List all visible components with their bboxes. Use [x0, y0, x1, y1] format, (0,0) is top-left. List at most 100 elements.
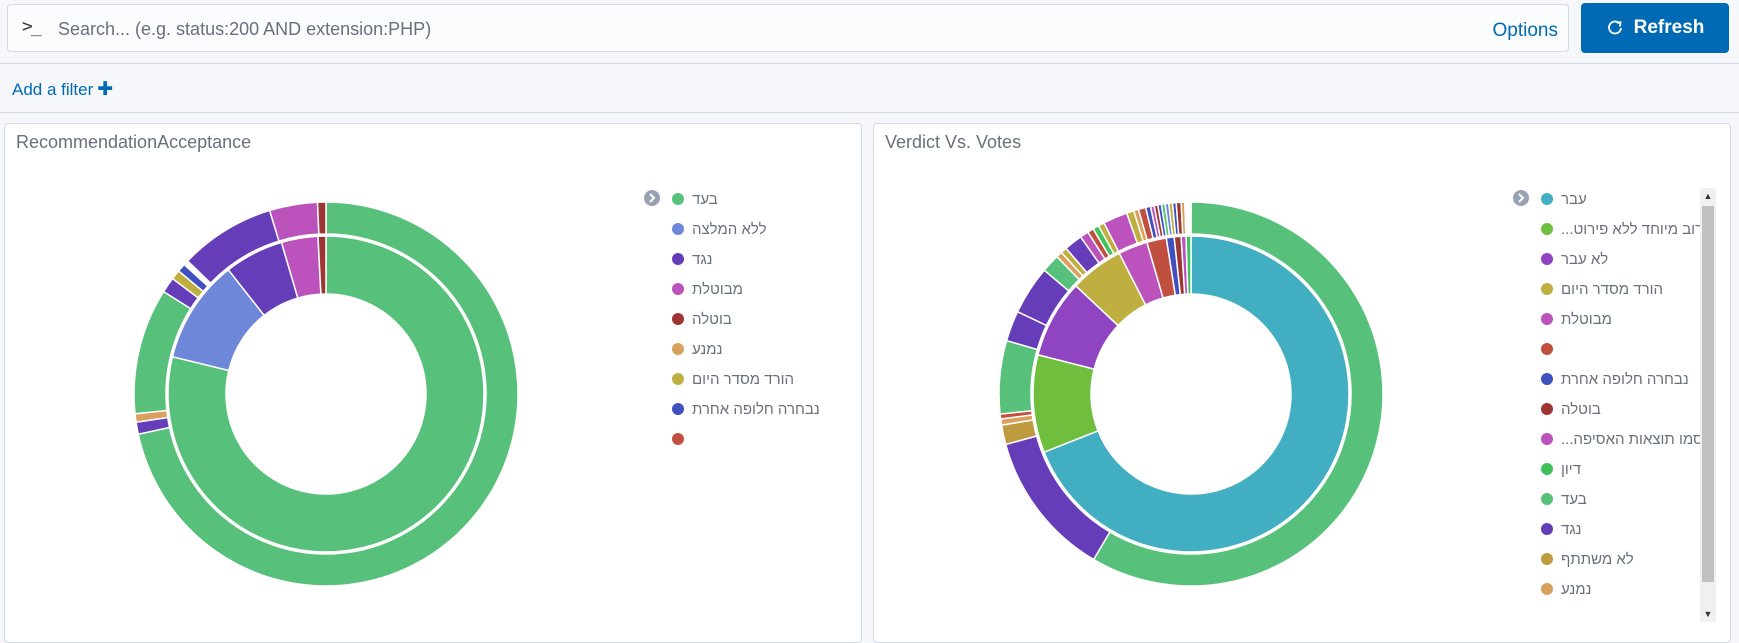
filter-bar: Add a filter ✚ — [0, 63, 1739, 113]
legend-color-dot — [1541, 193, 1553, 205]
search-input[interactable] — [56, 13, 1440, 45]
legend-color-dot — [1541, 253, 1553, 265]
inner-ring-slice[interactable] — [1043, 235, 1350, 553]
legend-label: נגד — [692, 250, 713, 268]
legend-color-dot — [1541, 373, 1553, 385]
refresh-label: Refresh — [1633, 17, 1705, 38]
legend-item[interactable]: הורד מסדר היום — [1541, 274, 1730, 304]
legend-color-dot — [1541, 493, 1553, 505]
legend-item[interactable]: לא משתתף — [1541, 544, 1730, 574]
scrollbar-thumb[interactable] — [1702, 206, 1714, 582]
legend-label: נגד — [1561, 520, 1582, 538]
legend-color-dot — [1541, 343, 1553, 355]
query-bar: >_ Options — [7, 4, 1569, 52]
legend-item[interactable]: ללא המלצה — [672, 214, 861, 244]
legend-item[interactable]: נמנע — [1541, 574, 1730, 604]
legend-item[interactable]: לא עבר — [1541, 244, 1730, 274]
legend-label: ללא המלצה — [692, 220, 767, 238]
legend-color-dot — [672, 403, 684, 415]
legend-item[interactable]: מבוטלת — [1541, 304, 1730, 334]
donut-chart — [133, 201, 519, 587]
outer-ring-slice[interactable] — [1092, 201, 1384, 587]
panel-title: RecommendationAcceptance — [16, 132, 252, 152]
legend-label: בעד — [1561, 490, 1587, 508]
legend-color-dot — [1541, 223, 1553, 235]
legend-item[interactable]: נבחרה חלופה אחרת — [672, 394, 861, 424]
legend-item[interactable]: הורד מסדר היום — [672, 364, 861, 394]
scroll-down-icon[interactable]: ▼ — [1703, 609, 1713, 619]
visualization-panel-recommendation-acceptance: RecommendationAcceptance בעד ללא המלצה נגד… — [4, 123, 862, 643]
legend-color-dot — [672, 343, 684, 355]
legend-color-dot — [1541, 553, 1553, 565]
legend-label: הורד מסדר היום — [692, 370, 795, 388]
scroll-up-icon[interactable]: ▲ — [1703, 191, 1713, 201]
outer-ring-slice[interactable] — [1184, 201, 1192, 235]
legend-item[interactable]: בעד — [1541, 484, 1730, 514]
legend-color-dot — [1541, 463, 1553, 475]
legend-item[interactable]: נבחרה חלופה אחרת — [1541, 364, 1730, 394]
donut-chart — [998, 201, 1384, 587]
legend-color-dot — [1541, 523, 1553, 535]
visualization-panel-verdict-vs-votes: Verdict Vs. Votes עבר רוב מיוחד ללא פירוט… — [873, 123, 1731, 643]
legend-label: הורד מסדר היום — [1561, 280, 1664, 298]
legend-color-dot — [672, 373, 684, 385]
inner-ring-slice[interactable] — [317, 235, 327, 295]
panel-title: Verdict Vs. Votes — [885, 132, 1022, 152]
legend-item[interactable]: דיון — [1541, 454, 1730, 484]
legend-label: נמנע — [692, 340, 723, 358]
legend-label: בוטלה — [1561, 400, 1601, 418]
inner-ring-slice[interactable] — [167, 235, 485, 553]
legend-label: מבוטלת — [1561, 310, 1612, 328]
inner-ring-slice[interactable] — [1185, 235, 1192, 295]
outer-ring-slice[interactable] — [268, 201, 320, 242]
legend-item[interactable] — [672, 424, 861, 454]
legend-color-dot — [672, 223, 684, 235]
legend-label: לא עבר — [1561, 250, 1609, 268]
legend-color-dot — [672, 433, 684, 445]
legend-color-dot — [672, 313, 684, 325]
legend-item[interactable]: בעד — [672, 184, 861, 214]
legend-item[interactable]: מבוטלת — [672, 274, 861, 304]
legend-item[interactable]: סמו תוצאות האסיפה... — [1541, 424, 1730, 454]
legend-label: דיון — [1561, 460, 1582, 478]
legend-color-dot — [1541, 433, 1553, 445]
legend-color-dot — [1541, 583, 1553, 595]
outer-ring-slice[interactable] — [316, 201, 327, 235]
refresh-icon — [1607, 20, 1622, 35]
legend-list: בעד ללא המלצה נגד מבוטלת בוטלה נמנע הורד מסדר … — [672, 184, 861, 454]
legend-item[interactable]: בוטלה — [1541, 394, 1730, 424]
legend-label: מבוטלת — [692, 280, 743, 298]
legend-list: עבר רוב מיוחד ללא פירוט... לא עבר הורד מסדר… — [1541, 184, 1730, 604]
legend-item[interactable]: נגד — [672, 244, 861, 274]
outer-ring-slice[interactable] — [137, 201, 519, 587]
add-filter-link[interactable]: Add a filter ✚ — [12, 78, 113, 101]
refresh-button[interactable]: Refresh — [1581, 3, 1729, 53]
legend-item[interactable]: נגד — [1541, 514, 1730, 544]
legend-toggle-icon[interactable] — [643, 189, 661, 207]
legend-label: בוטלה — [692, 310, 732, 328]
legend-label: נמנע — [1561, 580, 1592, 598]
legend-color-dot — [1541, 403, 1553, 415]
legend-label: רוב מיוחד ללא פירוט... — [1561, 220, 1704, 238]
legend-item[interactable] — [1541, 334, 1730, 364]
legend-label: נבחרה חלופה אחרת — [692, 400, 820, 418]
legend-item[interactable]: רוב מיוחד ללא פירוט... — [1541, 214, 1730, 244]
options-link[interactable]: Options — [1492, 20, 1558, 41]
legend-item[interactable]: נמנע — [672, 334, 861, 364]
plus-icon: ✚ — [97, 79, 114, 100]
legend-color-dot — [672, 283, 684, 295]
legend-item[interactable]: בוטלה — [672, 304, 861, 334]
legend-toggle-icon[interactable] — [1512, 189, 1530, 207]
legend-color-dot — [672, 193, 684, 205]
legend-label: סמו תוצאות האסיפה... — [1561, 430, 1703, 448]
add-filter-label: Add a filter — [12, 80, 94, 99]
legend-label: בעד — [692, 190, 718, 208]
legend-label: עבר — [1561, 190, 1587, 208]
legend-color-dot — [1541, 283, 1553, 295]
query-prompt-icon: >_ — [22, 16, 42, 37]
legend-scrollbar[interactable]: ▲ ▼ — [1700, 188, 1716, 622]
legend-item[interactable]: עבר — [1541, 184, 1730, 214]
legend-label: לא משתתף — [1561, 550, 1634, 568]
legend-label: נבחרה חלופה אחרת — [1561, 370, 1689, 388]
outer-ring-slice[interactable] — [998, 339, 1039, 415]
